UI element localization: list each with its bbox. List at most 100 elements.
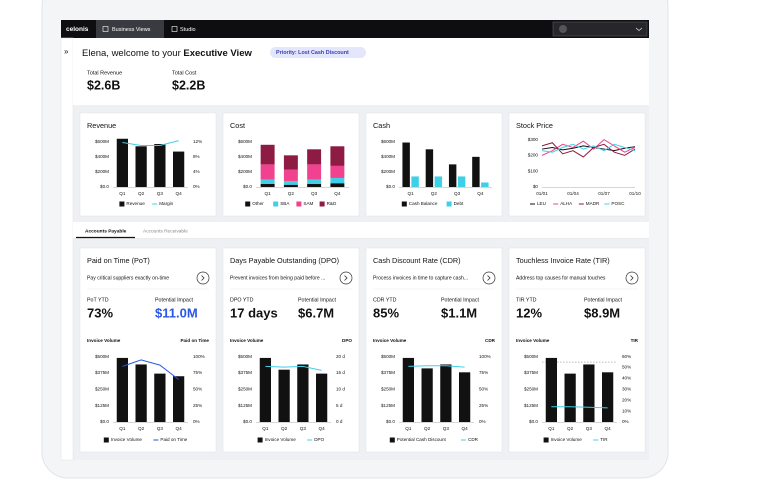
- bar: [260, 164, 275, 180]
- sidebar: [60, 37, 74, 461]
- legend-swatch: [245, 201, 251, 207]
- active-tab[interactable]: [96, 20, 164, 38]
- x-tick-label: Q4: [462, 426, 469, 431]
- x-tick-label: Q1: [548, 426, 555, 431]
- y-tick-label: $375M: [524, 370, 538, 375]
- axis-title: Invoice Volume: [87, 338, 121, 343]
- legend-swatch: [319, 201, 325, 207]
- y-tick-label: $375M: [381, 370, 395, 375]
- bar: [154, 144, 166, 187]
- y2-tick-label: 100%: [479, 354, 491, 359]
- greeting-text: Elena, welcome to your: [82, 48, 183, 59]
- x-tick-label: Q3: [157, 426, 164, 431]
- y2-tick-label: 50%: [193, 387, 202, 392]
- open-button[interactable]: [196, 271, 210, 285]
- y-tick-label: $500M: [381, 354, 395, 359]
- x-tick-label: Q3: [454, 191, 461, 196]
- avatar: [559, 25, 567, 33]
- greeting: Elena, welcome to your Executive View: [82, 48, 252, 59]
- y-tick-label: $250M: [95, 387, 109, 392]
- legend-label: CDR: [468, 437, 479, 442]
- y-tick-label: $400M: [95, 154, 109, 159]
- y-tick-label: $0.0: [529, 419, 538, 424]
- kpi-label: Potential Impact: [584, 297, 623, 303]
- bar: [421, 368, 433, 422]
- bar: [411, 176, 419, 187]
- line-series: [122, 359, 179, 380]
- kpi-label: DPO YTD: [230, 297, 254, 303]
- y2-tick-label: 4%: [193, 169, 200, 174]
- tab-icon: [102, 26, 109, 32]
- bar: [135, 364, 147, 422]
- x-tick-label: Q1: [119, 191, 126, 196]
- y-tick-label: $250M: [238, 387, 252, 392]
- sidebar-toggle[interactable]: »: [64, 47, 69, 56]
- bar: [297, 364, 309, 422]
- chart-title: Cash: [373, 121, 390, 130]
- bar: [116, 138, 128, 187]
- chart-title: Cost: [230, 121, 245, 130]
- y-tick-label: $200M: [238, 169, 252, 174]
- legend-label: SBA: [280, 201, 290, 206]
- y2-tick-label: 5 d: [336, 403, 343, 408]
- x-tick-label: Q3: [300, 426, 307, 431]
- tab[interactable]: Accounts Receivable: [143, 228, 188, 234]
- y-tick-label: $500M: [524, 354, 538, 359]
- priority-tag[interactable]: [270, 47, 366, 58]
- legend-label: POSC: [611, 201, 625, 206]
- chart-card: [508, 112, 646, 217]
- kpi-label: Total Cost: [172, 70, 197, 76]
- y-tick-label: $200M: [95, 169, 109, 174]
- y-tick-label: $300: [528, 137, 539, 142]
- x-tick-label: Q2: [288, 191, 295, 196]
- y-tick-label: $125M: [381, 403, 395, 408]
- axis-title: Invoice Volume: [230, 338, 264, 343]
- bar: [135, 146, 147, 187]
- open-button[interactable]: [625, 271, 639, 285]
- top-bar: [61, 20, 649, 38]
- legend-swatch: [401, 201, 407, 207]
- open-button[interactable]: [482, 271, 496, 285]
- legend-label: Paid on Time: [160, 437, 187, 442]
- dropdown-chevron: [635, 27, 643, 32]
- card-title: Days Payable Outstanding (DPO): [230, 256, 339, 265]
- legend-label: Invoice Volume: [265, 437, 297, 442]
- card-subtitle: Address top causes for manual touches: [516, 275, 606, 281]
- x-tick-label: Q2: [424, 426, 431, 431]
- legend-label: DPO: [314, 437, 324, 442]
- chart-title: Stock Price: [516, 121, 553, 130]
- bar: [259, 357, 271, 422]
- legend-swatch: [273, 201, 279, 207]
- x-tick-label: Q4: [334, 191, 341, 196]
- open-button[interactable]: [339, 271, 353, 285]
- y2-tick-label: 60%: [622, 354, 631, 359]
- kpi-card: [365, 247, 503, 453]
- y-tick-label: $0.0: [243, 184, 252, 189]
- bar: [425, 149, 434, 187]
- card-subtitle: Prevent invoices from being paid before …: [230, 275, 325, 281]
- kpi-value: $2.2B: [172, 78, 205, 92]
- logo[interactable]: celonis: [66, 26, 89, 33]
- line-series: [265, 365, 322, 371]
- x-tick-label: Q2: [567, 426, 574, 431]
- x-tick-label: Q3: [311, 191, 318, 196]
- line-series: [551, 406, 608, 409]
- y2-tick-label: 50%: [479, 387, 488, 392]
- y2-tick-label: 100%: [193, 354, 205, 359]
- bar: [307, 179, 322, 184]
- kpi-card: [79, 247, 217, 453]
- nav-tab[interactable]: Studio: [180, 27, 196, 33]
- bar: [434, 176, 443, 187]
- bar: [260, 179, 275, 184]
- kpi-value: $1.1M: [441, 305, 477, 320]
- tab-icon: [171, 26, 178, 32]
- x-tick-label: Q1: [265, 191, 272, 196]
- open-arrow: [487, 275, 491, 281]
- tab[interactable]: Accounts Payable: [85, 228, 127, 234]
- bar: [330, 183, 345, 187]
- kpi-value: 73%: [87, 305, 113, 320]
- nav-tab[interactable]: Business Views: [112, 27, 151, 33]
- account-menu[interactable]: [552, 21, 648, 37]
- kpi-label: Total Revenue: [87, 70, 122, 76]
- kpi-label: Potential Impact: [441, 297, 480, 303]
